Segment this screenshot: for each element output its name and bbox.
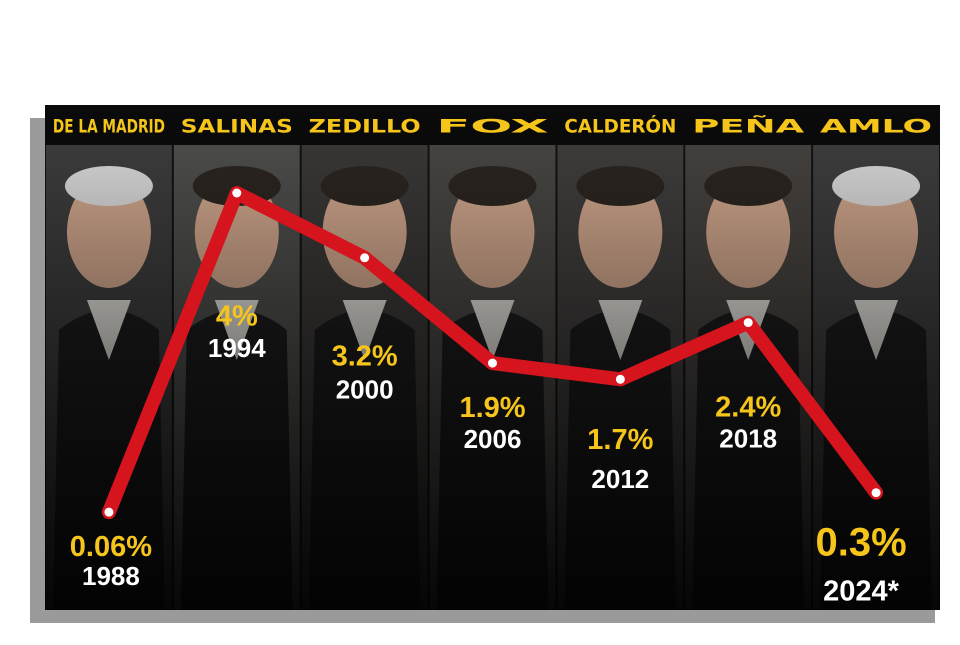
marker [358, 251, 372, 265]
marker [741, 316, 755, 330]
category-label: FOX [437, 116, 550, 138]
marker [613, 372, 627, 386]
category-label: CALDERÓN [564, 114, 676, 138]
value-label: 0.06% [70, 531, 152, 563]
year-label: 2018 [719, 423, 777, 453]
value-label: 3.2% [332, 340, 398, 372]
category-label: ZEDILLO [309, 116, 421, 138]
category-label: DE LA MADRID [53, 116, 165, 138]
year-label: 1988 [82, 561, 140, 591]
value-label: 2.4% [715, 391, 781, 423]
value-label: 1.9% [459, 392, 525, 424]
year-label: 2012 [591, 464, 649, 494]
marker [102, 505, 116, 519]
category-label: AMLO [820, 116, 932, 138]
value-label: 0.3% [815, 520, 906, 564]
plot: DE LA MADRID SALINAS ZEDILLO FOX CALDERÓN PEÑ… [53, 114, 932, 608]
shade [45, 145, 940, 610]
category-label: PEÑA [692, 114, 805, 138]
marker [230, 186, 244, 200]
marker [869, 486, 883, 500]
value-label: 4% [216, 301, 258, 333]
year-label: 2000 [336, 375, 394, 405]
year-label: 2006 [464, 424, 522, 454]
category-label: SALINAS [181, 116, 293, 138]
value-label: 1.7% [587, 424, 653, 456]
marker [486, 356, 499, 370]
year-label: 2024* [823, 575, 900, 607]
year-label: 1994 [208, 333, 266, 363]
header-band [45, 105, 940, 145]
